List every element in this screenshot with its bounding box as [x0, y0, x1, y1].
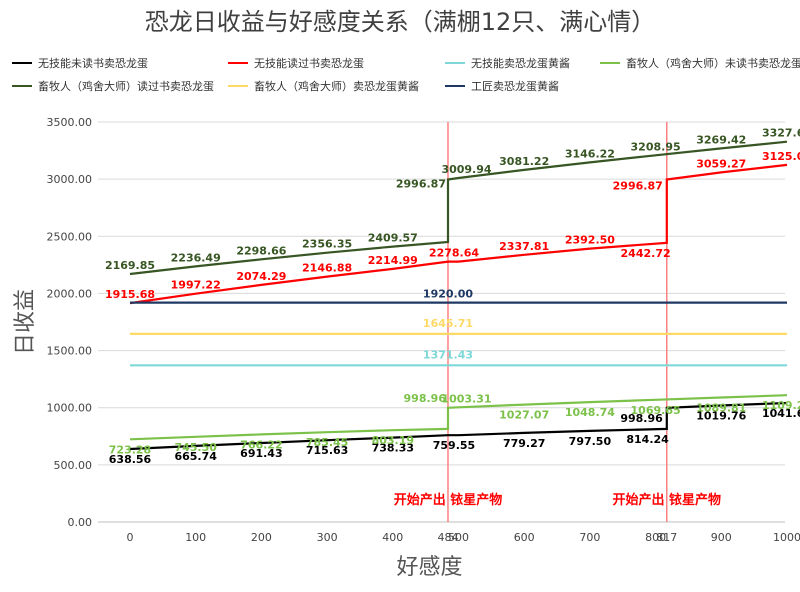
data-label: 1089.81: [696, 401, 746, 414]
data-label: 2169.85: [105, 259, 155, 272]
data-label: 1041.67: [762, 407, 800, 420]
legend-label: 畜牧人（鸡舍大师）卖恐龙蛋黄酱: [254, 79, 419, 93]
series-line: [129, 401, 788, 451]
y-tick-label: 3000.00: [47, 173, 93, 186]
x-tick-label: 300: [317, 531, 338, 544]
x-tick-label: 484: [437, 531, 458, 544]
data-label: 3009.94: [441, 163, 491, 176]
data-label: 803.19: [372, 434, 414, 447]
data-label: 1920.00: [423, 288, 473, 301]
data-label: 715.63: [306, 444, 348, 457]
data-label: 998.96: [620, 412, 663, 425]
y-tick-label: 500.00: [54, 459, 93, 472]
data-label: 738.33: [372, 442, 414, 455]
x-tick-label: 817: [656, 531, 677, 544]
data-label: 766.22: [240, 438, 282, 451]
data-label: 3208.95: [631, 140, 681, 153]
y-axis-title: 日收益: [13, 289, 38, 355]
data-label: 2298.66: [236, 244, 286, 257]
data-label: 3146.22: [565, 147, 615, 160]
x-tick-label: 600: [514, 531, 535, 544]
x-tick-label: 700: [579, 531, 600, 544]
data-label: 814.24: [626, 433, 669, 446]
data-label: 2278.64: [429, 247, 479, 260]
marker-annotation: 开始产出 铱星产物: [613, 492, 722, 508]
data-label: 797.50: [569, 435, 612, 448]
x-tick-label: 100: [185, 531, 206, 544]
data-label: 1027.07: [499, 409, 549, 422]
data-label: 759.55: [433, 439, 475, 452]
y-tick-label: 3500.00: [47, 116, 93, 129]
data-label: 1997.22: [171, 279, 221, 292]
legend-label: 无技能卖恐龙蛋黄酱: [471, 56, 570, 70]
data-label: 998.96: [404, 392, 447, 405]
data-label: 3125.02: [762, 150, 800, 163]
data-label: 1109.21: [762, 399, 800, 412]
data-label: 1069.65: [631, 404, 681, 417]
legend-label: 无技能读过书卖恐龙蛋: [254, 56, 364, 70]
data-label: 2442.72: [621, 247, 671, 260]
data-label: 779.27: [503, 437, 545, 450]
y-tick-label: 1000.00: [47, 402, 93, 415]
data-label: 2074.29: [236, 270, 286, 283]
x-tick-label: 0: [127, 531, 134, 544]
data-label: 2236.49: [171, 251, 221, 264]
x-tick-label: 1000: [773, 531, 800, 544]
x-tick-label: 500: [448, 531, 469, 544]
y-tick-label: 2500.00: [47, 230, 93, 243]
series-line: [129, 163, 788, 305]
x-tick-label: 900: [711, 531, 732, 544]
data-label: 2214.99: [368, 254, 418, 267]
data-label: 1019.76: [696, 409, 746, 422]
data-label: 2337.81: [499, 240, 549, 253]
x-axis-title: 好感度: [396, 555, 462, 580]
legend-label: 工匠卖恐龙蛋黄酱: [471, 79, 559, 93]
data-label: 2356.35: [302, 238, 352, 251]
series-line: [129, 140, 788, 276]
y-tick-label: 0.00: [68, 516, 93, 529]
data-label: 665.74: [174, 450, 217, 463]
data-label: 2996.87: [396, 178, 446, 191]
x-tick-label: 400: [382, 531, 403, 544]
data-label: 638.56: [109, 453, 152, 466]
y-tick-label: 1500.00: [47, 345, 93, 358]
chart-title: 恐龙日收益与好感度关系（满棚12只、满心情）: [144, 8, 656, 36]
data-label: 691.43: [240, 447, 282, 460]
x-tick-label: 200: [251, 531, 272, 544]
legend-label: 畜牧人（鸡舍大师）未读书卖恐龙蛋: [626, 56, 800, 70]
data-label: 3081.22: [499, 155, 549, 168]
data-label: 1003.31: [441, 392, 491, 405]
legend-label: 无技能未读书卖恐龙蛋: [38, 56, 148, 70]
data-label: 3269.42: [696, 133, 746, 146]
x-tick-label: 800: [645, 531, 666, 544]
data-label: 1048.74: [565, 406, 615, 419]
data-label: 2996.87: [613, 180, 663, 193]
data-label: 1371.43: [423, 348, 473, 361]
data-label: 723.28: [109, 443, 151, 456]
series-line: [129, 394, 788, 441]
data-label: 1915.68: [105, 288, 155, 301]
data-label: 2392.50: [565, 234, 615, 247]
legend-label: 畜牧人（鸡舍大师）读过书卖恐龙蛋: [38, 79, 214, 93]
data-label: 3327.63: [762, 127, 800, 140]
data-label: 785.45: [306, 436, 348, 449]
data-label: 3059.27: [696, 157, 746, 170]
data-label: 2409.57: [368, 232, 418, 245]
data-label: 745.50: [174, 441, 217, 454]
marker-annotation: 开始产出 铱星产物: [394, 492, 503, 508]
data-label: 2146.88: [302, 262, 352, 275]
y-tick-label: 2000.00: [47, 287, 93, 300]
data-label: 1645.71: [423, 317, 473, 330]
